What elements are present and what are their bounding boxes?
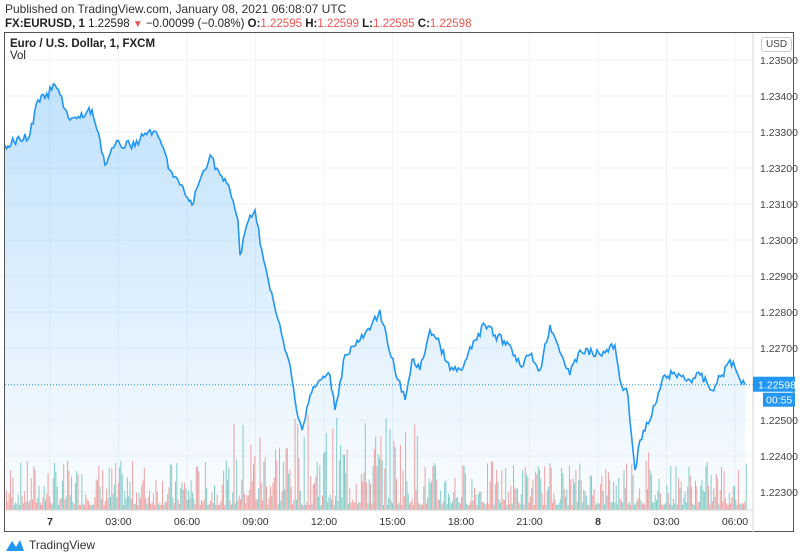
volume-bar xyxy=(745,463,747,510)
countdown-label: 00:55 xyxy=(766,395,792,407)
x-tick-label: 06:00 xyxy=(174,516,200,528)
y-tick-label: 1.22400 xyxy=(760,451,798,463)
x-tick-label: 21:00 xyxy=(516,516,542,528)
y-tick-label: 1.22500 xyxy=(760,415,798,427)
down-arrow-icon: ▼ xyxy=(132,19,143,30)
countdown-tag xyxy=(763,392,795,407)
y-tick-label: 1.23300 xyxy=(760,127,798,139)
y-tick-label: 1.22800 xyxy=(760,307,798,319)
symbol: FX:EURUSD, 1 xyxy=(5,18,85,30)
last-price: 1.22598 xyxy=(88,18,130,30)
x-tick-label: 8 xyxy=(595,516,601,528)
high-label: H: xyxy=(305,18,318,30)
close-label: C: xyxy=(417,18,430,30)
x-tick-label: 03:00 xyxy=(653,516,679,528)
close-value: 1.22598 xyxy=(429,18,472,30)
last-price-label: 1.22598 xyxy=(758,380,796,392)
y-tick-label: 1.23000 xyxy=(760,235,798,247)
x-tick-label: 15:00 xyxy=(379,516,405,528)
y-tick-label: 1.23200 xyxy=(760,163,798,175)
chart-legend: Euro / U.S. Dollar, 1, FXCM Vol xyxy=(10,38,155,62)
x-tick-label: 7 xyxy=(47,516,53,528)
x-tick-label: 06:00 xyxy=(722,516,748,528)
x-tick-label: 12:00 xyxy=(311,516,337,528)
y-tick-label: 1.23400 xyxy=(760,91,798,103)
y-tick-label: 1.23500 xyxy=(760,55,798,67)
footer-brand[interactable]: TradingView xyxy=(5,538,95,552)
legend-title: Euro / U.S. Dollar, 1, FXCM xyxy=(10,38,156,50)
low-value: 1.22595 xyxy=(372,18,415,30)
low-label: L: xyxy=(362,18,373,30)
legend-vol: Vol xyxy=(10,50,26,62)
y-tick-label: 1.22300 xyxy=(760,487,798,499)
change: −0.00099 (−0.08%) xyxy=(145,18,245,30)
published-note: Published on TradingView.com, January 08… xyxy=(5,2,347,16)
y-tick-label: 1.22900 xyxy=(760,271,798,283)
y-tick-label: 1.23100 xyxy=(760,199,798,211)
last-price-tag xyxy=(753,376,795,392)
price-line xyxy=(4,82,746,471)
open-label: O: xyxy=(247,18,261,30)
symbol-bar: FX:EURUSD, 1 1.22598 ▼ −0.00099 (−0.08%)… xyxy=(5,18,471,30)
tradingview-logo-icon xyxy=(6,540,24,551)
chart-panel[interactable] xyxy=(4,32,794,532)
open-value: 1.22595 xyxy=(260,18,302,30)
high-value: 1.22599 xyxy=(317,18,359,30)
x-tick-label: 09:00 xyxy=(242,516,268,528)
brand-name: TradingView xyxy=(29,538,96,552)
x-tick-label: 03:00 xyxy=(105,516,131,528)
y-tick-label: 1.22700 xyxy=(760,343,798,355)
price-area-fill xyxy=(5,83,746,511)
currency-button[interactable]: USD xyxy=(761,37,793,52)
x-tick-label: 18:00 xyxy=(448,516,474,528)
